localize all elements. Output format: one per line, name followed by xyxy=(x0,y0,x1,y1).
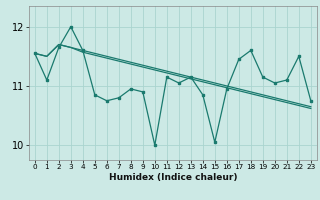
X-axis label: Humidex (Indice chaleur): Humidex (Indice chaleur) xyxy=(108,173,237,182)
